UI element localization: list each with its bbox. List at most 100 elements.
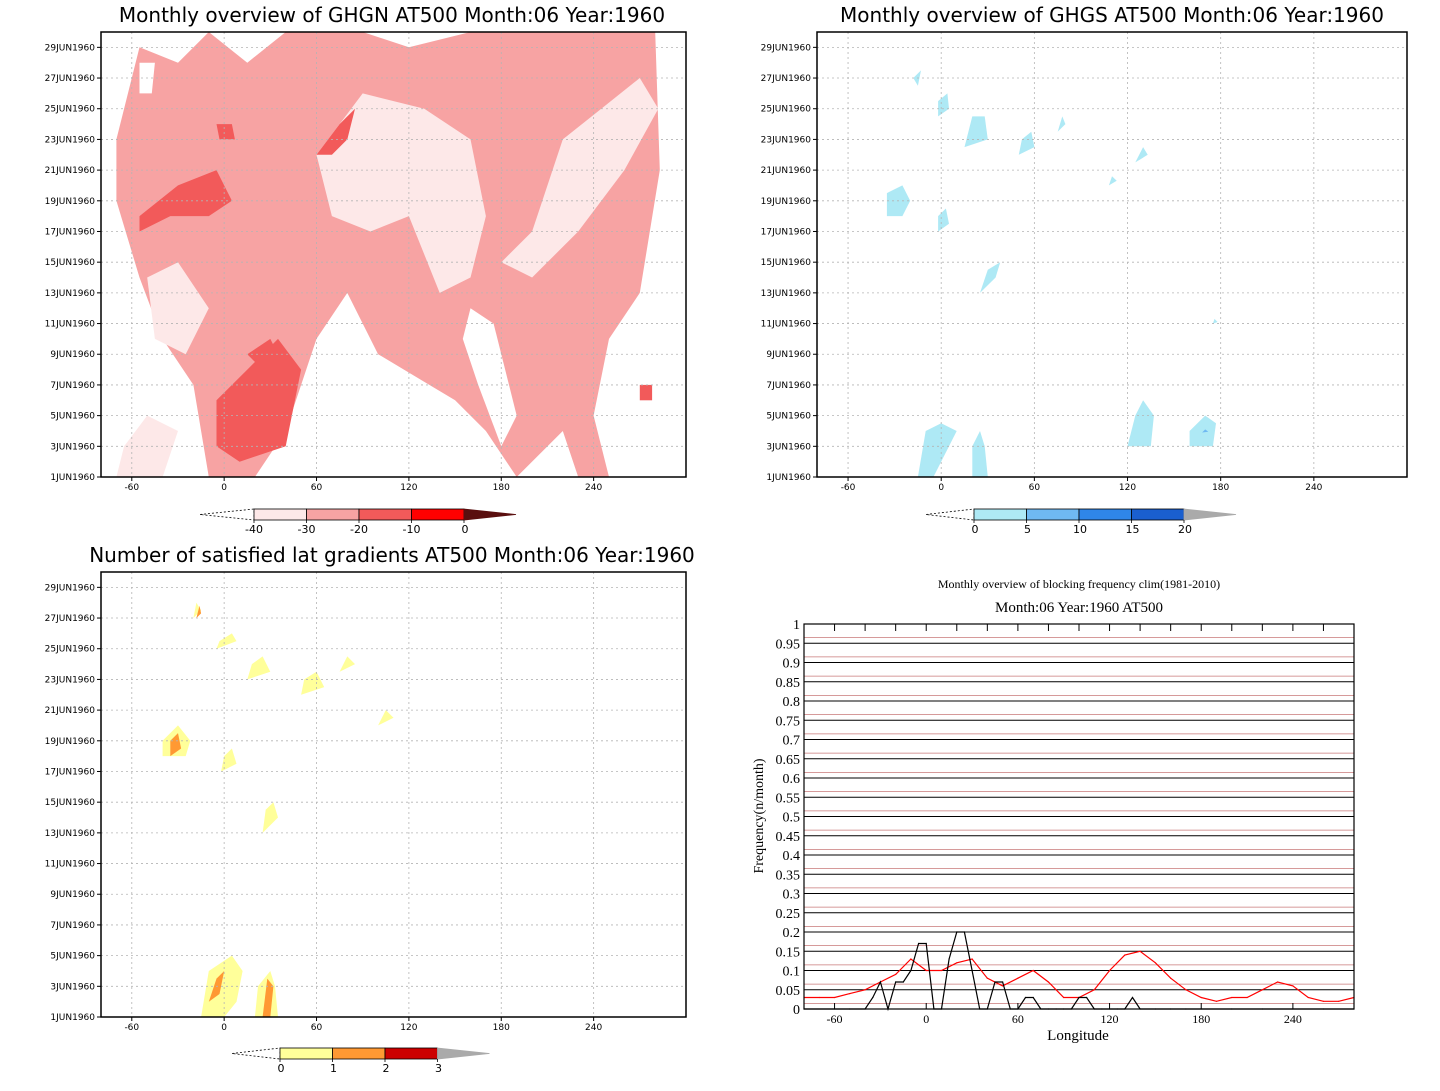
- latgrad-ytick-label-11: 23JUN1960: [45, 675, 96, 685]
- freq-ytick-label-1: 0.05: [776, 984, 801, 999]
- latgrad-colorbar: 0 1 2 3: [231, 1047, 490, 1075]
- ghgs-ytick-label-5: 11JUN1960: [761, 320, 812, 330]
- ghgn-xtick-label-2: 60: [311, 483, 323, 493]
- latgrad-fill-region-15: [196, 605, 202, 618]
- ghgn-cbar-seg-1: [306, 508, 360, 521]
- ghgn-ytick-label-12: 25JUN1960: [45, 105, 96, 115]
- ghgn-ytick-label-8: 17JUN1960: [45, 227, 96, 237]
- ghgn-fill-region-11: [216, 124, 235, 140]
- freq-series-0-point-28: [1231, 996, 1233, 999]
- latgrad-fill-region-14: [170, 733, 182, 757]
- freq-ytick-label-19: 0.95: [776, 637, 801, 652]
- freq-series-0-point-27: [1215, 1000, 1218, 1002]
- freq-series-1-point-9: [910, 969, 912, 972]
- ghgs-cbar-label-2: 10: [1073, 523, 1087, 536]
- ghgs-cbar-seg-2: [1078, 508, 1132, 521]
- ghgs-fill-region-0: [917, 423, 957, 477]
- freq-series-0-point-3: [849, 993, 851, 995]
- ghgs-ytick-label-3: 7JUN1960: [766, 381, 811, 391]
- freq-plot-frame: [803, 623, 1355, 1010]
- latgrad-cbar-label-3: 3: [435, 1062, 442, 1075]
- ghgn-cbar-seg-2: [358, 508, 412, 521]
- ghgn-fill-region-4: [501, 78, 659, 278]
- freq-ytick-label-20: 1: [793, 618, 800, 633]
- ghgs-plot-bg: [817, 32, 1407, 477]
- freq-series-1-point-7: [895, 981, 897, 983]
- ghgs-fill-region-14: [1212, 318, 1218, 324]
- latgrad-fill-region-3: [221, 748, 237, 772]
- freq-title: Monthly overview of blocking frequency c…: [938, 577, 1220, 591]
- latgrad-ytick-label-3: 7JUN1960: [50, 921, 95, 931]
- freq-ytick-label-16: 0.8: [783, 695, 801, 710]
- freq-series-1-point-38: [1131, 996, 1134, 999]
- latgrad-cbar-seg-2: [384, 1047, 438, 1060]
- ghgn-cbar-seg-3: [411, 508, 465, 521]
- freq-ytick-label-3: 0.15: [776, 945, 801, 960]
- freq-series-1-point-15: [956, 931, 958, 933]
- freq-y-axis: 0 0.05 0.1 0.15 0.2 0.25 0.3 0.35 0.4 0.45 0.5 0.55…: [776, 618, 801, 1018]
- ghgn-ytick-label-9: 19JUN1960: [45, 197, 96, 207]
- ghgs-plot-frame: [816, 31, 1408, 478]
- freq-series-0-point-31: [1277, 981, 1279, 983]
- ghgs-fill-region-1: [972, 431, 988, 477]
- ghgs-cbar-seg-3: [1131, 508, 1185, 521]
- latgrad-panel: Number of satisfied lat gradients AT500 …: [45, 543, 695, 1075]
- ghgn-fill-region-12: [639, 384, 653, 401]
- freq-series-0-point-13: [1002, 985, 1004, 987]
- latgrad-fill-region-13: [262, 978, 274, 1017]
- ghgn-ytick-label-6: 13JUN1960: [45, 289, 96, 299]
- freq-xtick-label-1: 0: [923, 1012, 929, 1026]
- freq-x-axis: -60 0 60 120 180 240: [827, 1003, 1302, 1026]
- ghgs-cbar-label-3: 15: [1126, 523, 1140, 536]
- freq-series-0-point-10: [956, 962, 958, 964]
- latgrad-ytick-label-8: 17JUN1960: [45, 767, 96, 777]
- ghgn-grid: [101, 32, 686, 478]
- ghgn-xtick-label-3: 120: [400, 483, 417, 493]
- ghgn-cbar-label-0: -40: [245, 523, 263, 536]
- ghgn-cbar-label-3: -10: [403, 523, 421, 536]
- freq-series-0-point-11: [971, 958, 973, 960]
- latgrad-cbar-tail: [437, 1047, 490, 1060]
- ghgs-title: Monthly overview of GHGS AT500 Month:06 …: [840, 3, 1384, 27]
- latgrad-xtick-label-1: 0: [221, 1023, 227, 1033]
- freq-xtick-label-3: 120: [1101, 1012, 1119, 1026]
- latgrad-cbar-label-2: 2: [383, 1062, 390, 1075]
- latgrad-cbar-seg-0: [279, 1047, 333, 1060]
- ghgn-ytick-label-7: 15JUN1960: [45, 258, 96, 268]
- freq-ytick-label-7: 0.35: [776, 868, 801, 883]
- ghgn-fill-layer: [116, 32, 660, 477]
- freq-series-1-point-8: [902, 981, 904, 983]
- ghgs-fill-region-3: [1189, 415, 1216, 447]
- latgrad-fill-region-9: [378, 710, 394, 726]
- ghgs-xtick-label-0: -60: [841, 483, 856, 493]
- freq-series-0-point-25: [1185, 989, 1187, 991]
- freq-ytick-label-8: 0.4: [783, 849, 801, 864]
- ghgs-ytick-label-13: 27JUN1960: [761, 74, 812, 84]
- ghgs-xtick-label-1: 0: [938, 483, 944, 493]
- ghgs-ytick-label-1: 3JUN1960: [766, 442, 811, 452]
- ghgs-xtick-label-4: 180: [1212, 483, 1229, 493]
- latgrad-fill-region-5: [216, 633, 237, 649]
- ghgs-fill-region-13: [1108, 176, 1117, 186]
- latgrad-plot-frame: [100, 571, 687, 1018]
- freq-series-1-point-25: [1032, 996, 1034, 999]
- ghgs-colorbar: 0 5 10 15 20: [925, 508, 1237, 536]
- ghgs-xtick-label-5: 240: [1305, 483, 1322, 493]
- latgrad-ytick-label-13: 27JUN1960: [45, 614, 96, 624]
- ghgn-ytick-label-2: 5JUN1960: [50, 412, 95, 422]
- freq-x-axis-label: Longitude: [1047, 1028, 1109, 1044]
- freq-series-1-point-10: [918, 942, 920, 945]
- freq-xtick-label-4: 180: [1192, 1012, 1210, 1026]
- ghgs-cbar-label-1: 5: [1024, 523, 1031, 536]
- ghgn-ytick-label-5: 11JUN1960: [45, 320, 96, 330]
- ghgs-ytick-label-9: 19JUN1960: [761, 197, 812, 207]
- latgrad-x-axis: -60 0 60 120 180 240: [124, 1017, 602, 1033]
- ghgn-xtick-label-4: 180: [493, 483, 510, 493]
- ghgn-panel: Monthly overview of GHGN AT500 Month:06 …: [45, 3, 687, 536]
- freq-series-0-point-9: [940, 969, 943, 972]
- freq-series-0-point-24: [1170, 977, 1172, 979]
- ghgs-fill-region-7: [964, 116, 988, 148]
- ghgn-ytick-label-4: 9JUN1960: [50, 350, 95, 360]
- latgrad-xtick-label-0: -60: [124, 1023, 139, 1033]
- latgrad-cbar-label-1: 1: [330, 1062, 337, 1075]
